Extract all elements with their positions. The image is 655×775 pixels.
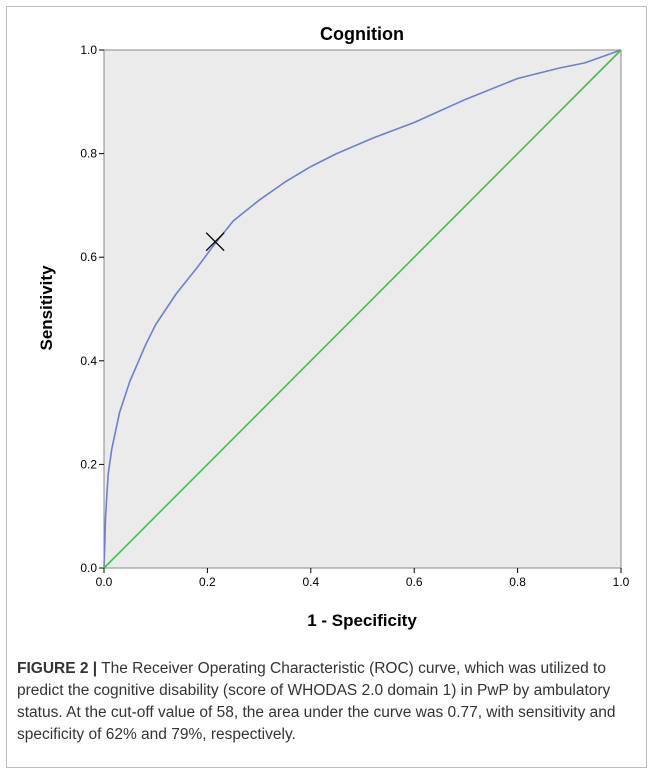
y-tick-label: 0.4	[80, 354, 97, 368]
series-group	[103, 49, 622, 569]
chart-title: Cognition	[320, 24, 404, 44]
roc-chart: 0.0 0.2 0.4 0.6 0.8 1.0 0.0 0.2 0.4 0.6 0.8 1.0 Cog…	[37, 24, 630, 630]
x-tick-label: 0.6	[406, 575, 423, 589]
y-axis-label: Sensitivity	[37, 265, 56, 351]
cutoff-marker	[205, 232, 225, 252]
cutoff-marker-group	[205, 232, 225, 252]
y-tick-label: 0.2	[80, 457, 97, 471]
caption-text: The Receiver Operating Characteristic (R…	[17, 660, 616, 743]
y-tick-label: 1.0	[80, 43, 97, 57]
y-tick-label: 0.8	[80, 147, 97, 161]
figure-caption: FIGURE 2 | The Receiver Operating Charac…	[17, 658, 637, 746]
y-tick-label: 0.6	[80, 250, 97, 264]
y-tick-label: 0.0	[80, 561, 97, 575]
x-tick-label: 0.8	[509, 575, 526, 589]
axes: 0.0 0.2 0.4 0.6 0.8 1.0 0.0 0.2 0.4 0.6 0.8 1.0	[80, 43, 629, 589]
reference-diagonal-line	[103, 49, 622, 569]
x-tick-label: 1.0	[613, 575, 630, 589]
x-tick-label: 0.4	[302, 575, 319, 589]
figure-label: FIGURE 2 |	[17, 660, 98, 677]
roc-curve-line	[103, 49, 622, 569]
x-tick-label: 0.0	[96, 575, 113, 589]
x-tick-label: 0.2	[199, 575, 216, 589]
x-axis-label: 1 - Specificity	[307, 611, 417, 630]
